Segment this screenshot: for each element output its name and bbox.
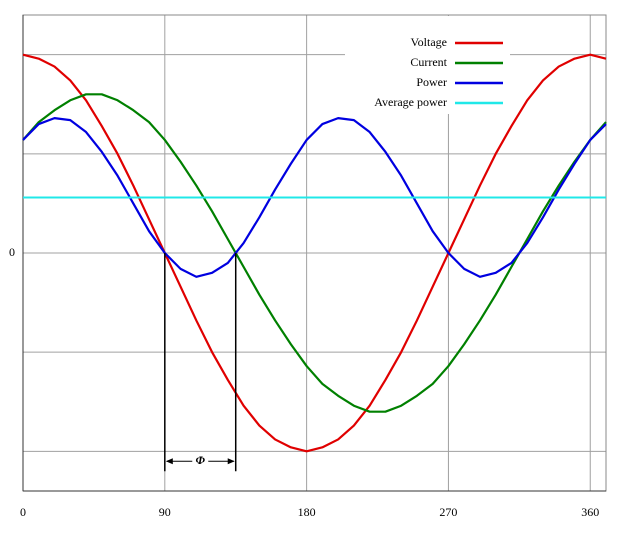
legend-label: Current [410, 55, 447, 69]
legend-label: Power [416, 75, 447, 89]
arrow-head [165, 458, 173, 465]
x-tick-label: 90 [159, 505, 171, 519]
x-tick-label: 270 [439, 505, 457, 519]
x-tick-label: 0 [20, 505, 26, 519]
series-line [22, 53, 607, 453]
phase-label: Φ [196, 453, 206, 467]
y-tick-label: 0 [9, 245, 15, 259]
series-line [22, 93, 607, 413]
legend-box [345, 16, 510, 114]
arrow-head [227, 458, 235, 465]
legend-label: Voltage [411, 35, 447, 49]
x-tick-label: 360 [581, 505, 599, 519]
x-tick-label: 180 [298, 505, 316, 519]
legend-label: Average power [374, 95, 447, 109]
series-line [22, 117, 607, 278]
